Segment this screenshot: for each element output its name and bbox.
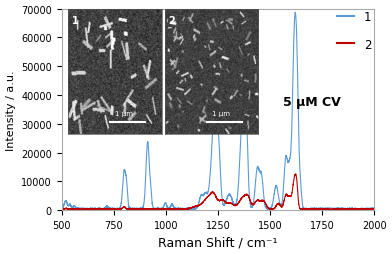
Y-axis label: Intensity / a.u.: Intensity / a.u. [5, 70, 16, 150]
X-axis label: Raman Shift / cm⁻¹: Raman Shift / cm⁻¹ [158, 235, 278, 248]
Text: 5 μM CV: 5 μM CV [283, 96, 341, 109]
Legend: 1, 2: 1, 2 [337, 11, 371, 51]
